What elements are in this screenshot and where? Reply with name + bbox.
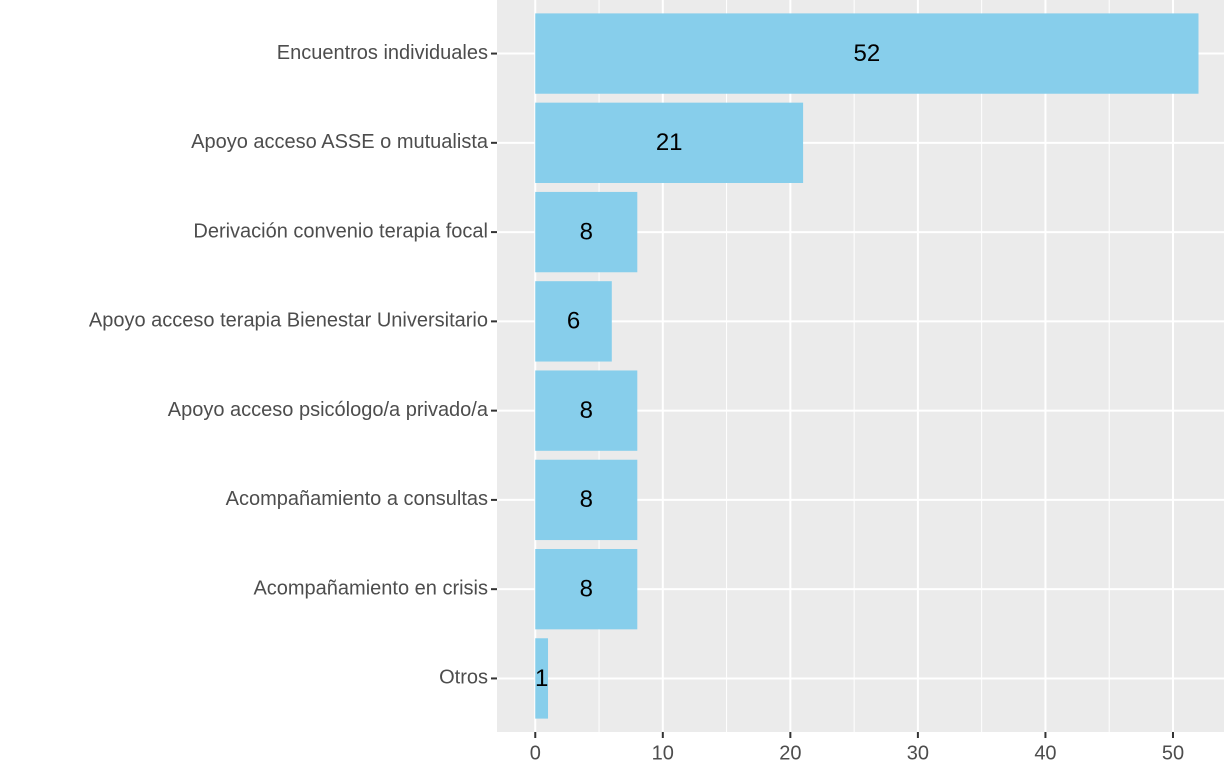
bar xyxy=(535,638,549,719)
y-tick-label: Acompañamiento en crisis xyxy=(253,577,488,599)
y-tick-label: Otros xyxy=(439,667,488,689)
bar xyxy=(535,370,638,451)
x-tick-label: 10 xyxy=(652,742,674,764)
bar xyxy=(535,13,1199,94)
value-label: 1 xyxy=(535,665,548,692)
bar xyxy=(535,549,638,630)
x-tick-label: 40 xyxy=(1034,742,1056,764)
bar xyxy=(535,191,638,273)
value-label: 8 xyxy=(580,576,593,603)
y-tick-label: Encuentros individuales xyxy=(277,42,488,64)
bar xyxy=(535,102,804,183)
y-tick-label: Apoyo acceso terapia Bienestar Universit… xyxy=(89,310,488,332)
value-label: 8 xyxy=(580,397,593,424)
bar xyxy=(535,281,612,362)
value-label: 8 xyxy=(580,218,593,245)
value-label: 21 xyxy=(656,129,683,156)
x-tick-label: 20 xyxy=(779,742,801,764)
y-tick-label: Acompañamiento a consultas xyxy=(226,488,488,510)
x-tick-label: 50 xyxy=(1162,742,1184,764)
bar xyxy=(535,459,638,541)
value-label: 8 xyxy=(580,486,593,513)
value-label: 6 xyxy=(567,308,580,335)
y-tick-label: Apoyo acceso psicólogo/a privado/a xyxy=(168,399,489,421)
value-label: 52 xyxy=(854,40,881,67)
x-tick-label: 0 xyxy=(530,742,541,764)
x-tick-label: 30 xyxy=(907,742,929,764)
y-tick-label: Derivación convenio terapia focal xyxy=(193,220,488,242)
y-tick-label: Apoyo acceso ASSE o mutualista xyxy=(191,131,489,153)
